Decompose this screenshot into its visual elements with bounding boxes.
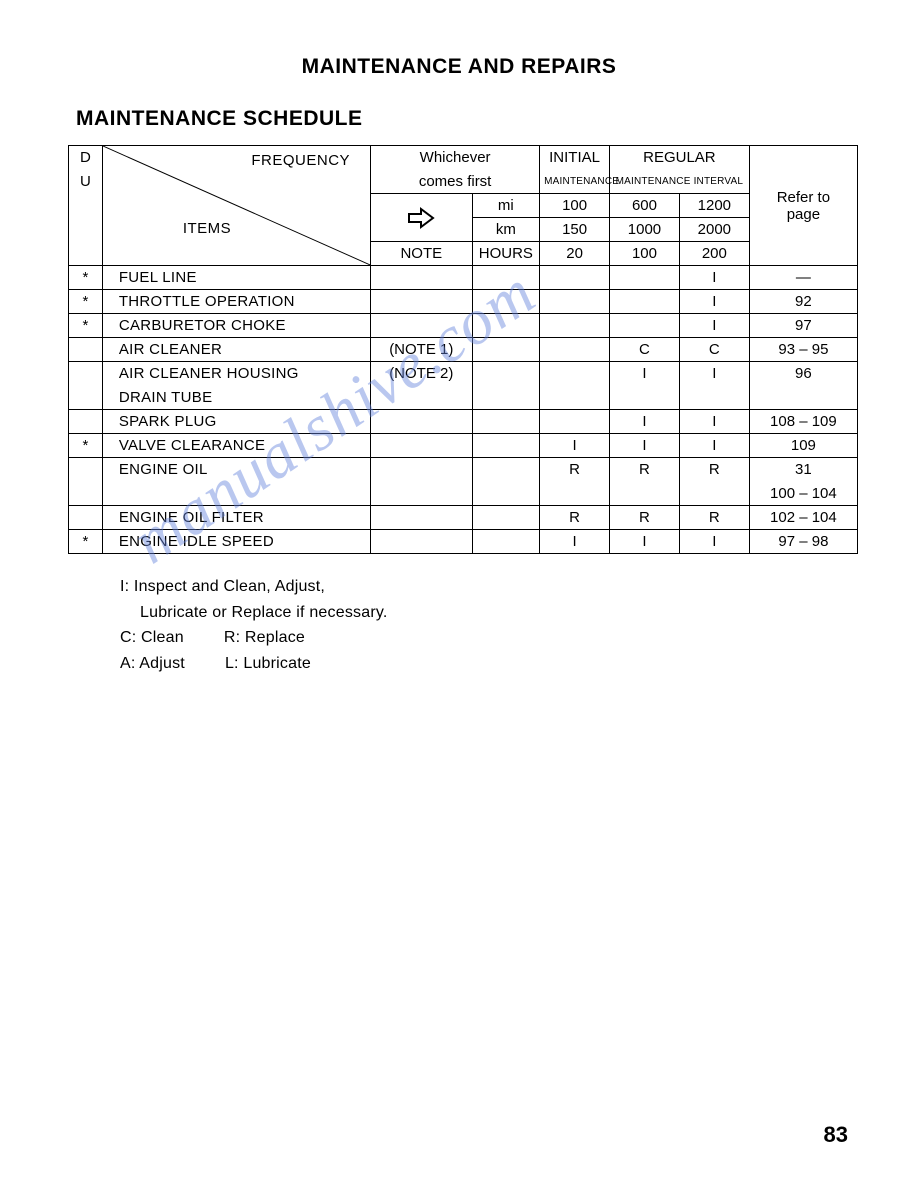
table-row: 100 – 104	[69, 482, 858, 506]
header-km-2000: 2000	[679, 218, 749, 242]
header-km: km	[472, 218, 540, 242]
table-row: * VALVE CLEARANCE I I I 109	[69, 434, 858, 458]
header-mi-1200: 1200	[679, 194, 749, 218]
header-du: D	[69, 146, 103, 170]
header-hr-100: 100	[610, 242, 680, 266]
table-row: ENGINE OIL R R R 31	[69, 458, 858, 482]
header-initial: INITIAL	[540, 146, 610, 170]
table-row: AIR CLEANER (NOTE 1) C C 93 – 95	[69, 338, 858, 362]
header-hours: HOURS	[472, 242, 540, 266]
header-km-1000: 1000	[610, 218, 680, 242]
header-du-blank3	[69, 242, 103, 266]
header-hr-200: 200	[679, 242, 749, 266]
header-refer-page: Refer topage	[749, 146, 857, 266]
page-number: 83	[824, 1122, 848, 1148]
header-du-blank	[69, 194, 103, 218]
table-row: * CARBURETOR CHOKE I 97	[69, 314, 858, 338]
legend-a: A: Adjust	[120, 651, 185, 677]
header-hr-20: 20	[540, 242, 610, 266]
header-du-u: U	[69, 170, 103, 194]
header-items-frequency: FREQUENCY ITEMS	[102, 146, 370, 266]
legend-l: L: Lubricate	[225, 651, 311, 677]
table-row: * FUEL LINE I —	[69, 266, 858, 290]
header-mi-600: 600	[610, 194, 680, 218]
table-row: * ENGINE IDLE SPEED I I I 97 – 98	[69, 530, 858, 554]
sub-title: MAINTENANCE SCHEDULE	[76, 107, 858, 131]
legend-line: Lubricate or Replace if necessary.	[140, 600, 858, 626]
table-row: SPARK PLUG I I 108 – 109	[69, 410, 858, 434]
header-maintenance-small: MAINTENANCE	[540, 170, 610, 194]
header-mi-100: 100	[540, 194, 610, 218]
header-maintenance-interval: MAINTENANCE INTERVAL	[610, 170, 750, 194]
legend: I: Inspect and Clean, Adjust, Lubricate …	[120, 574, 858, 676]
header-note: NOTE	[371, 242, 472, 266]
maintenance-table: D FREQUENCY ITEMS Whichever INITIAL REGU…	[68, 145, 858, 554]
legend-line: I: Inspect and Clean, Adjust,	[120, 574, 858, 600]
arrow-icon	[371, 194, 472, 242]
table-row: AIR CLEANER HOUSING (NOTE 2) I I 96	[69, 362, 858, 386]
table-row: DRAIN TUBE	[69, 386, 858, 410]
table-row: ENGINE OIL FILTER R R R 102 – 104	[69, 506, 858, 530]
header-km-150: 150	[540, 218, 610, 242]
legend-r: R: Replace	[224, 625, 305, 651]
header-whichever: Whichever	[371, 146, 540, 170]
main-title: MAINTENANCE AND REPAIRS	[60, 55, 858, 79]
header-du-blank2	[69, 218, 103, 242]
table-row: * THROTTLE OPERATION I 92	[69, 290, 858, 314]
header-comes-first: comes first	[371, 170, 540, 194]
legend-c: C: Clean	[120, 625, 184, 651]
header-mi: mi	[472, 194, 540, 218]
header-regular: REGULAR	[610, 146, 750, 170]
